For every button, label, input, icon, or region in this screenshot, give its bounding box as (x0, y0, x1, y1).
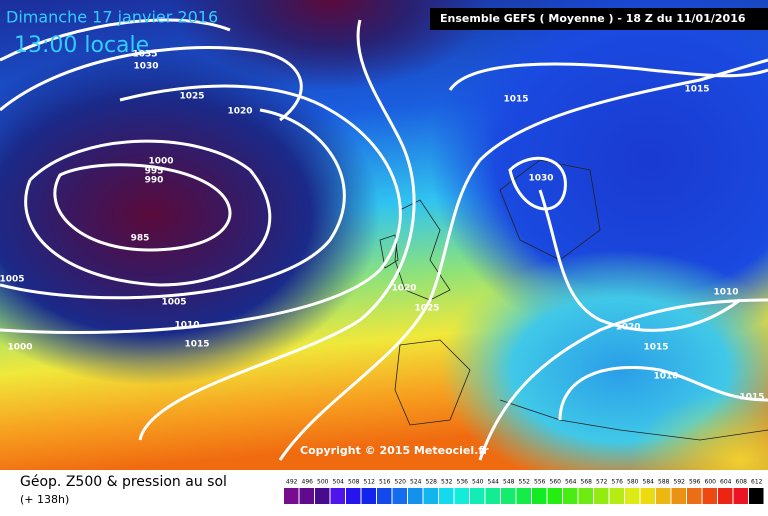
scale-swatch (439, 488, 454, 504)
scale-label: 584 (643, 479, 655, 486)
isobar-label: 1015 (684, 85, 709, 95)
scale-label: 496 (302, 479, 314, 486)
scale-swatch (361, 488, 376, 504)
scale-swatch (516, 488, 531, 504)
scale-label: 596 (689, 479, 701, 486)
scale-swatch (284, 488, 299, 504)
isobar-label: 1025 (414, 304, 439, 314)
scale-label: 560 (550, 479, 562, 486)
isobar-label: 1025 (179, 92, 204, 102)
isobar-label: 1020 (391, 284, 416, 294)
isobar-label: 1020 (227, 107, 252, 117)
isobar-label: 1030 (528, 174, 553, 184)
scale-swatch (718, 488, 733, 504)
scale-swatch (640, 488, 655, 504)
isobar-label: 1015 (643, 343, 668, 353)
run-info: Ensemble GEFS ( Moyenne ) - 18 Z du 11/0… (440, 12, 746, 25)
scale-swatch (578, 488, 593, 504)
isobar-label: 1000 (7, 343, 32, 353)
time: 13:00 locale (14, 33, 149, 58)
scale-swatch (671, 488, 686, 504)
scale-label: 600 (705, 479, 717, 486)
scale-swatch (702, 488, 717, 504)
scale-label: 552 (519, 479, 531, 486)
isobar-label: 1015 (739, 393, 764, 403)
scale-label: 540 (472, 479, 484, 486)
isobar-label: 1020 (615, 323, 640, 333)
scale-swatch (733, 488, 748, 504)
scale-swatch (408, 488, 423, 504)
scale-label: 536 (457, 479, 469, 486)
scale-swatch (470, 488, 485, 504)
scale-label: 592 (674, 479, 686, 486)
footer-title: Géop. Z500 & pression au sol (20, 474, 227, 490)
isobar-label: 1010 (713, 288, 738, 298)
isobar-labels: 1035103010251020100099599098510051005101… (0, 50, 765, 403)
isobar-label: 1000 (148, 157, 173, 167)
copyright: Copyright © 2015 Meteociel.fr (300, 444, 489, 457)
scale-swatch (423, 488, 438, 504)
scale-swatch (625, 488, 640, 504)
scale-swatch (687, 488, 702, 504)
scale-label: 576 (612, 479, 624, 486)
scale-label: 556 (534, 479, 546, 486)
scale-swatch (299, 488, 314, 504)
scale-label: 512 (364, 479, 376, 486)
scale-label: 580 (627, 479, 639, 486)
scale-swatch (377, 488, 392, 504)
scale-swatch (346, 488, 361, 504)
scale-swatch (485, 488, 500, 504)
isobar-label: 1005 (0, 275, 25, 285)
isobar-label: 1035 (132, 50, 157, 60)
scale-swatch (330, 488, 345, 504)
scale-label: 500 (317, 479, 329, 486)
color-scale: 492 496 500 504 508 512 516 520 524 528 532 536 540 5… (284, 479, 764, 504)
scale-swatch (532, 488, 547, 504)
scale-label: 588 (658, 479, 670, 486)
scale-swatch (656, 488, 671, 504)
scale-swatch (594, 488, 609, 504)
scale-swatch (609, 488, 624, 504)
scale-label: 508 (348, 479, 360, 486)
scale-label: 516 (379, 479, 391, 486)
isobar-label: 1015 (503, 95, 528, 105)
scale-swatch (454, 488, 469, 504)
scale-swatch (315, 488, 330, 504)
scale-label: 604 (720, 479, 732, 486)
scale-label: 548 (503, 479, 515, 486)
isobar-label: 985 (131, 234, 150, 244)
scale-label: 568 (581, 479, 593, 486)
scale-label: 528 (426, 479, 438, 486)
isobar-label: 1005 (161, 298, 186, 308)
scale-label: 520 (395, 479, 407, 486)
scale-label: 524 (410, 479, 422, 486)
scale-label: 608 (736, 479, 748, 486)
footer-lead: (+ 138h) (20, 493, 69, 506)
isobar-label: 1010 (174, 321, 199, 331)
run-box (430, 8, 768, 30)
isobar-label: 995 (145, 167, 164, 177)
scale-label: 504 (333, 479, 345, 486)
scale-label: 532 (441, 479, 453, 486)
scale-swatch (501, 488, 516, 504)
scale-label: 572 (596, 479, 608, 486)
date: Dimanche 17 janvier 2016 (6, 8, 218, 27)
scale-swatch (563, 488, 578, 504)
scale-label: 612 (751, 479, 763, 486)
scale-swatch (547, 488, 562, 504)
scale-label: 544 (488, 479, 500, 486)
scale-label: 564 (565, 479, 577, 486)
isobar-label: 1015 (184, 340, 209, 350)
scale-label: 492 (286, 479, 298, 486)
isobar-label: 990 (145, 176, 164, 186)
isobar-label: 1010 (653, 372, 678, 382)
scale-swatch (749, 488, 764, 504)
isobar-label: 1030 (133, 62, 158, 72)
scale-swatch (392, 488, 407, 504)
